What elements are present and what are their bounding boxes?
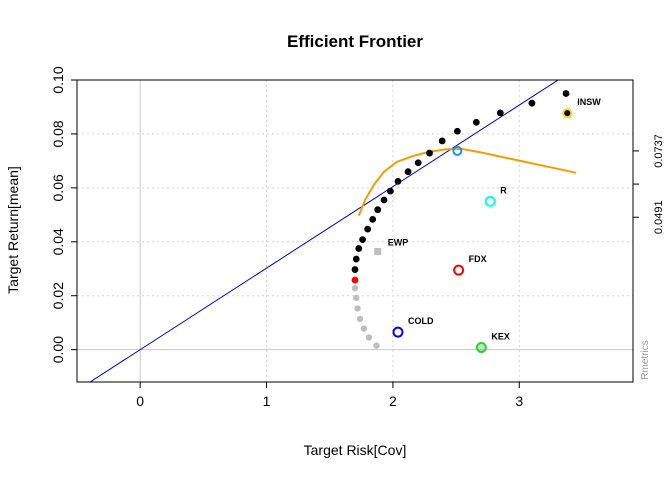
frontier-point-efficient (528, 99, 536, 107)
frontier-point-inefficient (360, 325, 368, 332)
right-tick-label: 0.0737 (653, 134, 665, 168)
frontier-point-efficient (374, 206, 382, 214)
point-layer (351, 90, 573, 353)
frontier-point-inefficient (351, 284, 359, 292)
frontier-point-efficient (380, 196, 388, 204)
frontier-point-inefficient (354, 305, 361, 312)
y-tick-label: 0.06 (50, 174, 66, 201)
frontier-point-efficient (414, 159, 422, 167)
axes: 0 1 2 3 0.00 0.02 0.04 0.06 0.08 0.10 0.0491 0.0737 (50, 66, 665, 409)
capital-market-line (89, 80, 560, 382)
grid-lines (77, 80, 633, 382)
x-tick-label: 3 (515, 393, 523, 409)
frontier-point-efficient (369, 216, 377, 223)
frontier-point-inefficient (356, 315, 364, 323)
asset-point-r (484, 195, 496, 207)
y-tick-label: 0.10 (50, 66, 66, 93)
asset-label-insw: INSW (577, 97, 601, 107)
asset-point-cold (392, 326, 404, 338)
frontier-point-efficient (426, 149, 433, 157)
frontier-point-inefficient (365, 334, 373, 341)
right-tick-label: 0.0491 (653, 200, 665, 234)
frontier-point-efficient (472, 118, 480, 126)
asset-point-fdx (453, 264, 465, 276)
y-tick-label: 0.08 (50, 120, 66, 147)
chart-title: Efficient Frontier (287, 32, 423, 51)
asset-label-layer: EWP INSW R FDX COLD KEX (388, 97, 602, 341)
frontier-point-inefficient (353, 294, 360, 302)
frontier-point-efficient (562, 90, 570, 97)
asset-label-fdx: FDX (469, 254, 487, 264)
ewp-label: EWP (388, 237, 409, 247)
frontier-point-inefficient (373, 342, 380, 349)
y-tick-label: 0.04 (50, 228, 66, 255)
frontier-point-min-variance (351, 276, 359, 284)
x-tick-label: 2 (389, 393, 397, 409)
y-tick-label: 0.00 (50, 336, 66, 363)
rmetrics-watermark: Rmetrics (640, 340, 651, 379)
asset-point-insw-center (564, 110, 571, 117)
curve-layer (89, 80, 577, 382)
y-axis-label: Target Return[mean] (5, 166, 21, 294)
frontier-point-efficient (364, 225, 372, 233)
frontier-point-efficient (351, 266, 359, 273)
x-tick-label: 1 (263, 393, 271, 409)
frontier-point-efficient (352, 255, 360, 263)
x-axis-label: Target Risk[Cov] (304, 442, 407, 458)
frontier-point-efficient (496, 109, 504, 117)
asset-label-r: R (500, 185, 507, 195)
frontier-point-efficient (404, 168, 412, 176)
frontier-point-efficient (355, 245, 363, 252)
frontier-point-efficient (394, 177, 402, 185)
frontier-point-efficient (359, 236, 366, 244)
sharpe-ratio-curve (357, 147, 577, 216)
y-tick-label: 0.02 (50, 282, 66, 309)
plot-frame (76, 79, 634, 383)
ewp-point (374, 247, 382, 255)
x-tick-label: 0 (136, 393, 144, 409)
asset-label-cold: COLD (408, 316, 434, 326)
tangency-point (452, 145, 463, 156)
asset-label-kex: KEX (491, 331, 510, 341)
asset-point-kex (475, 341, 487, 353)
frontier-point-efficient (438, 137, 446, 145)
frontier-point-efficient (386, 187, 394, 195)
frontier-point-efficient (453, 127, 461, 135)
